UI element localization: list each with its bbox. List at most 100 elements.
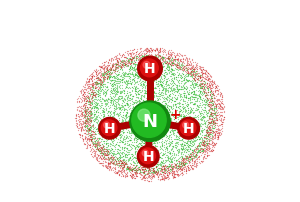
Point <box>121 141 125 144</box>
Point <box>169 114 174 117</box>
Point <box>201 117 206 120</box>
Point <box>135 63 140 66</box>
Point <box>148 106 153 109</box>
Point <box>187 137 192 140</box>
Point <box>93 141 98 144</box>
Point <box>189 149 194 152</box>
Point <box>116 73 120 77</box>
Point <box>165 155 170 159</box>
Point <box>182 59 187 63</box>
Point <box>173 145 178 148</box>
Point <box>181 69 186 73</box>
Point <box>167 86 171 90</box>
Point <box>165 64 170 67</box>
Point <box>166 166 171 169</box>
Point <box>146 68 151 71</box>
Point <box>206 105 211 108</box>
Point <box>153 81 158 84</box>
Point <box>208 113 213 117</box>
Point <box>135 68 140 72</box>
Point <box>187 167 192 170</box>
Point <box>161 171 166 174</box>
Point <box>93 110 98 114</box>
Point <box>110 69 115 73</box>
Point <box>160 50 165 54</box>
Point <box>142 164 146 167</box>
Point <box>132 102 136 105</box>
Point <box>75 113 80 116</box>
Point <box>194 145 199 148</box>
Point <box>85 114 90 118</box>
Point <box>205 128 209 132</box>
Point <box>85 118 89 121</box>
Point <box>189 108 194 112</box>
Point <box>173 137 178 141</box>
Point <box>188 110 193 114</box>
Point <box>109 100 113 103</box>
Point <box>119 109 124 112</box>
Point <box>196 129 201 133</box>
Point <box>132 169 137 172</box>
Point <box>152 171 157 174</box>
Point <box>120 167 125 171</box>
Point <box>176 88 181 91</box>
Point <box>166 65 171 69</box>
Point <box>137 76 142 79</box>
Point <box>197 140 202 144</box>
Point <box>142 176 147 179</box>
Point <box>128 172 133 175</box>
Point <box>135 68 140 71</box>
Point <box>120 161 125 165</box>
Point <box>184 79 189 82</box>
Point <box>171 167 176 170</box>
Point <box>124 126 128 130</box>
Point <box>118 68 122 72</box>
Point <box>94 157 99 160</box>
Point <box>87 85 92 88</box>
Point <box>105 102 110 106</box>
Point <box>179 54 184 57</box>
Point <box>135 161 140 164</box>
Point <box>200 73 204 77</box>
Point <box>146 112 151 115</box>
Point <box>145 60 149 63</box>
Point <box>206 144 211 147</box>
Point <box>101 115 106 118</box>
Point <box>143 132 148 135</box>
Point <box>106 126 111 130</box>
Point <box>159 164 164 167</box>
Point <box>102 150 107 153</box>
Point <box>134 168 138 171</box>
Point <box>162 111 167 115</box>
Point <box>168 90 173 93</box>
Point <box>90 94 95 97</box>
Point <box>174 137 179 141</box>
Point <box>103 165 108 168</box>
Point <box>182 65 186 68</box>
Point <box>142 64 146 67</box>
Point <box>178 119 183 122</box>
Point <box>195 145 200 148</box>
Point <box>160 174 165 177</box>
Point <box>180 69 184 72</box>
Point <box>149 61 154 65</box>
Point <box>146 61 151 64</box>
Point <box>103 86 108 89</box>
Point <box>81 111 86 114</box>
Point <box>104 130 109 134</box>
Point <box>212 121 217 124</box>
Point <box>144 59 149 62</box>
Point <box>215 129 220 133</box>
Point <box>82 109 87 112</box>
Point <box>145 147 149 150</box>
Point <box>220 100 225 103</box>
Point <box>89 77 94 80</box>
Point <box>182 168 187 171</box>
Point <box>134 135 139 138</box>
Point <box>165 175 170 178</box>
Point <box>91 93 96 96</box>
Point <box>173 63 178 66</box>
Point <box>141 83 146 86</box>
Point <box>198 96 203 100</box>
Point <box>97 157 101 160</box>
